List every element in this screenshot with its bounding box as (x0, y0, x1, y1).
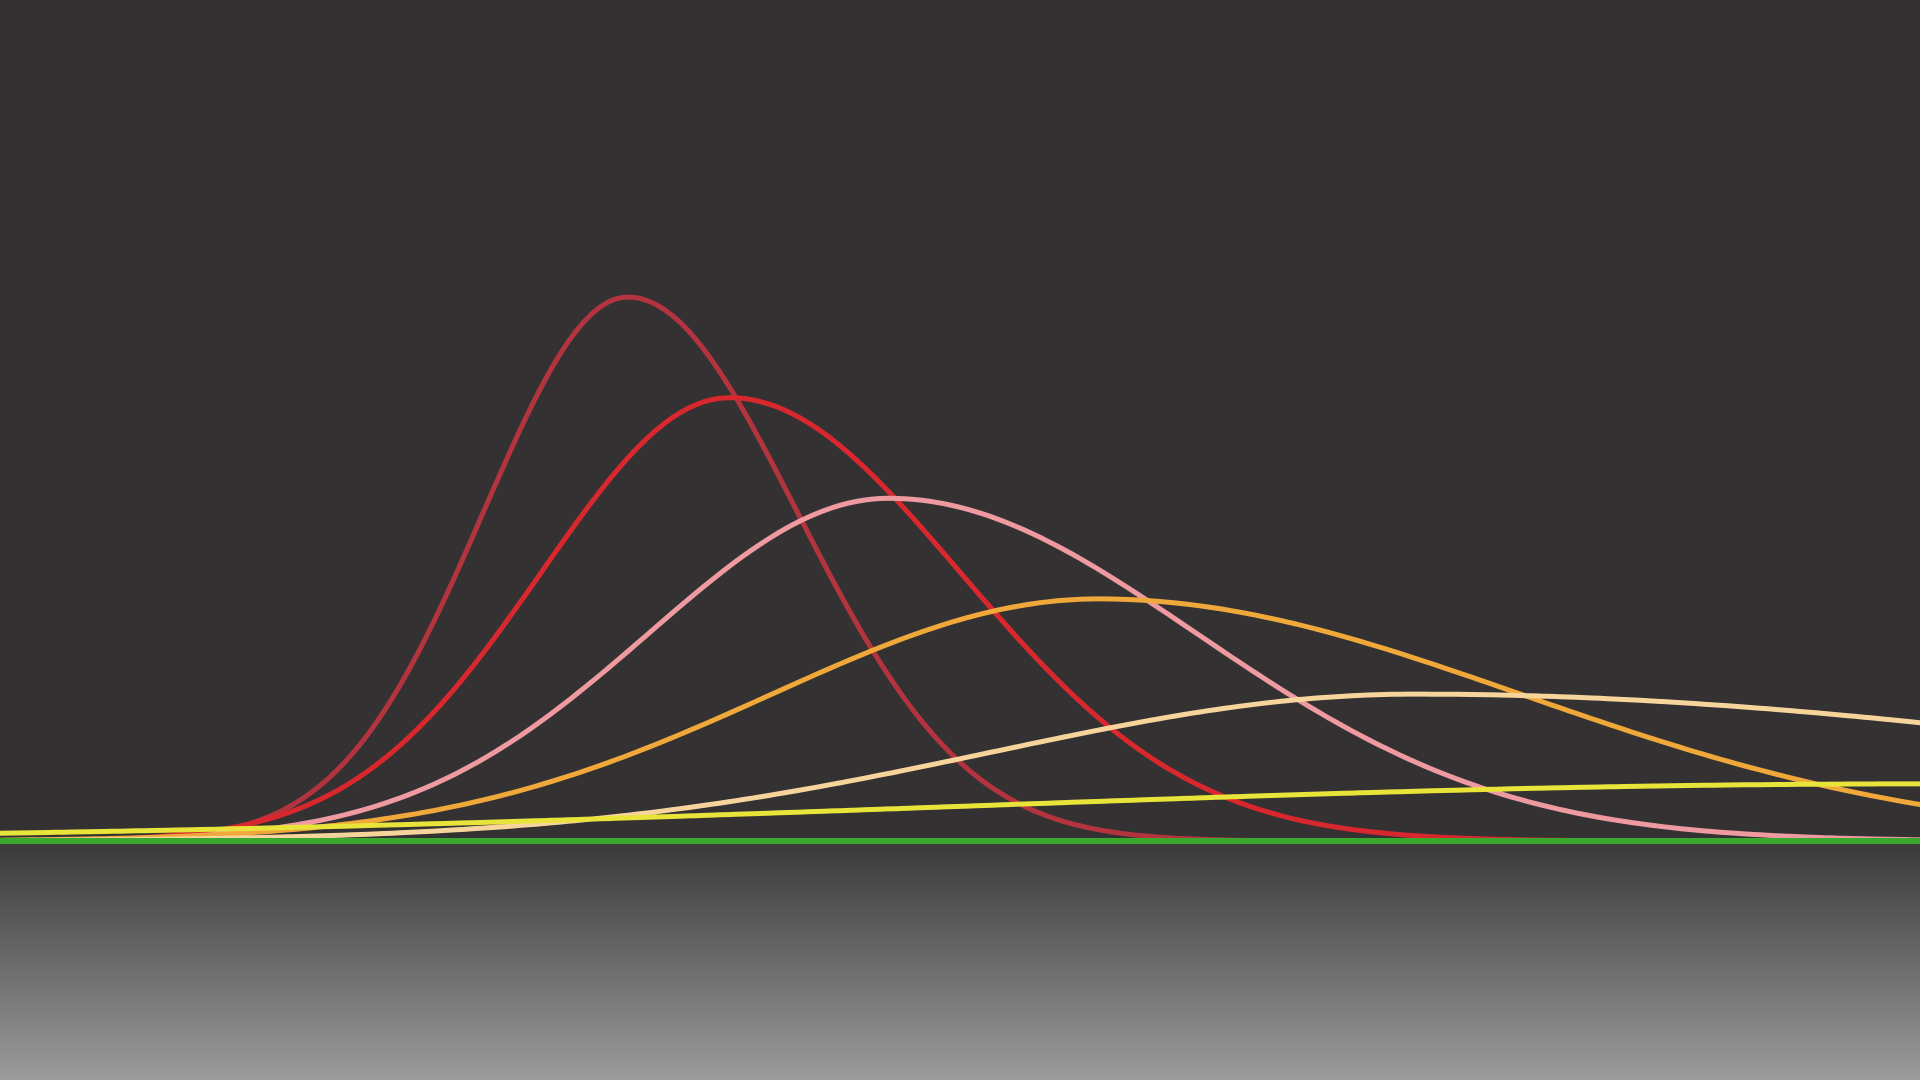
series-line-6 (0, 781, 1920, 836)
series-line-3 (0, 495, 1920, 844)
series-line-5 (0, 691, 1920, 843)
floor-gradient (0, 842, 1920, 1080)
chart-background (0, 0, 1920, 842)
series-group (0, 294, 1920, 844)
